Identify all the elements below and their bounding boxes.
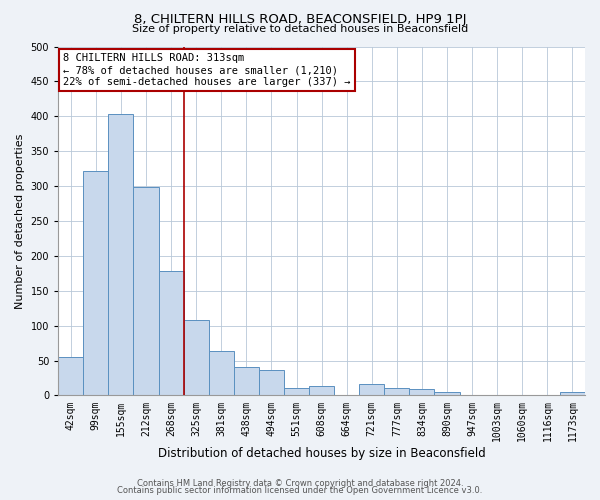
Bar <box>158 271 184 396</box>
Bar <box>209 352 234 396</box>
Bar <box>510 395 535 396</box>
Bar <box>409 389 434 396</box>
Text: Size of property relative to detached houses in Beaconsfield: Size of property relative to detached ho… <box>132 24 468 34</box>
Y-axis label: Number of detached properties: Number of detached properties <box>15 134 25 308</box>
Bar <box>109 114 133 396</box>
Bar <box>184 320 209 396</box>
Bar <box>284 388 309 396</box>
Text: Contains public sector information licensed under the Open Government Licence v3: Contains public sector information licen… <box>118 486 482 495</box>
Bar <box>359 384 385 396</box>
Bar <box>309 386 334 396</box>
Text: 8 CHILTERN HILLS ROAD: 313sqm
← 78% of detached houses are smaller (1,210)
22% o: 8 CHILTERN HILLS ROAD: 313sqm ← 78% of d… <box>64 54 351 86</box>
Bar <box>560 392 585 396</box>
Text: Contains HM Land Registry data © Crown copyright and database right 2024.: Contains HM Land Registry data © Crown c… <box>137 478 463 488</box>
Bar <box>460 395 485 396</box>
Text: 8, CHILTERN HILLS ROAD, BEACONSFIELD, HP9 1PJ: 8, CHILTERN HILLS ROAD, BEACONSFIELD, HP… <box>134 12 466 26</box>
Bar <box>385 388 409 396</box>
Bar <box>334 395 359 396</box>
Bar <box>259 370 284 396</box>
Bar <box>133 188 158 396</box>
Bar <box>83 170 109 396</box>
Bar <box>58 357 83 396</box>
Bar <box>234 367 259 396</box>
X-axis label: Distribution of detached houses by size in Beaconsfield: Distribution of detached houses by size … <box>158 447 485 460</box>
Bar <box>434 392 460 396</box>
